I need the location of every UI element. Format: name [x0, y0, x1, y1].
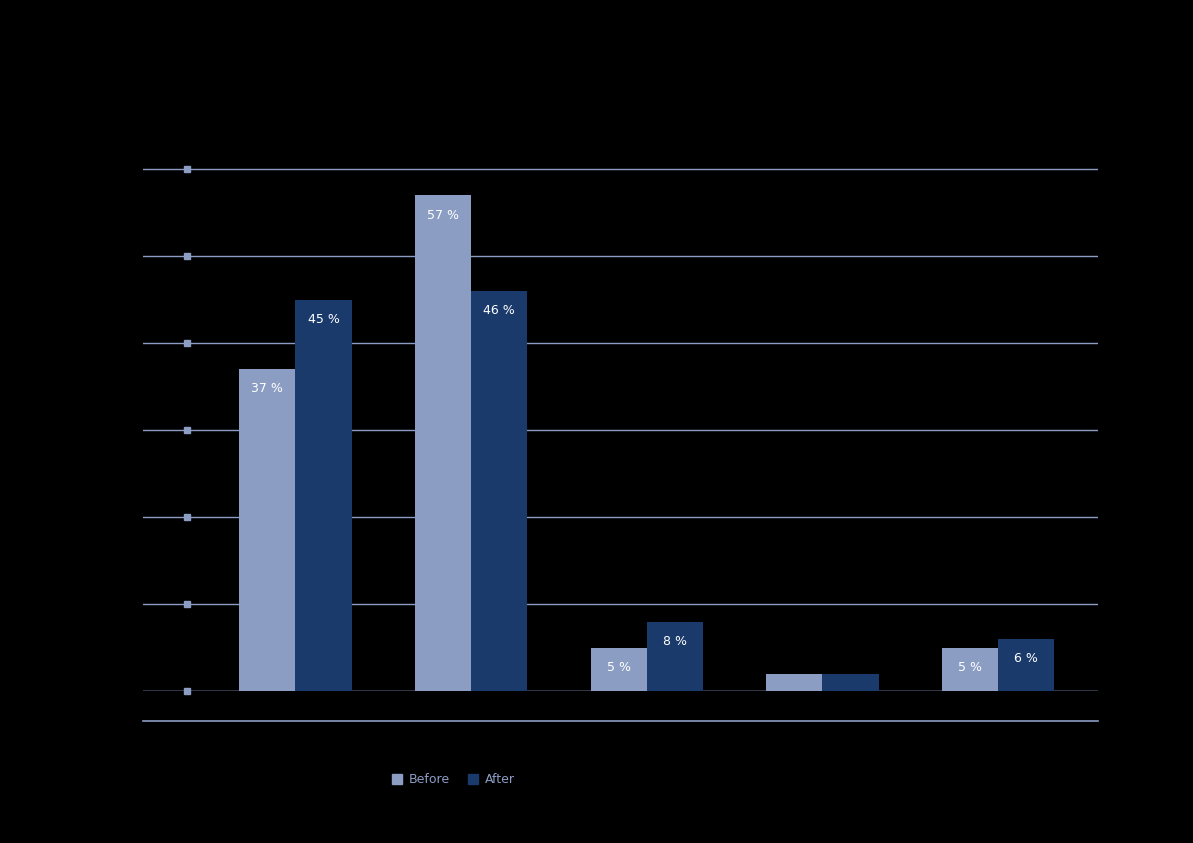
- Bar: [415, 196, 471, 691]
- Bar: [591, 647, 647, 691]
- Text: 8 %: 8 %: [663, 635, 687, 647]
- Bar: [647, 621, 703, 691]
- Bar: [822, 674, 878, 691]
- Legend: Before, After: Before, After: [392, 773, 514, 787]
- Text: 5 %: 5 %: [606, 661, 631, 674]
- Text: 5 %: 5 %: [958, 661, 982, 674]
- Text: 6 %: 6 %: [1014, 652, 1038, 665]
- Text: 45 %: 45 %: [308, 313, 340, 326]
- Bar: [296, 300, 352, 691]
- Bar: [471, 291, 527, 691]
- Bar: [999, 639, 1055, 691]
- Bar: [941, 647, 999, 691]
- Bar: [766, 674, 822, 691]
- Text: 46 %: 46 %: [483, 304, 515, 317]
- Text: 37 %: 37 %: [252, 383, 283, 395]
- Bar: [240, 369, 296, 691]
- Text: 57 %: 57 %: [427, 208, 459, 222]
